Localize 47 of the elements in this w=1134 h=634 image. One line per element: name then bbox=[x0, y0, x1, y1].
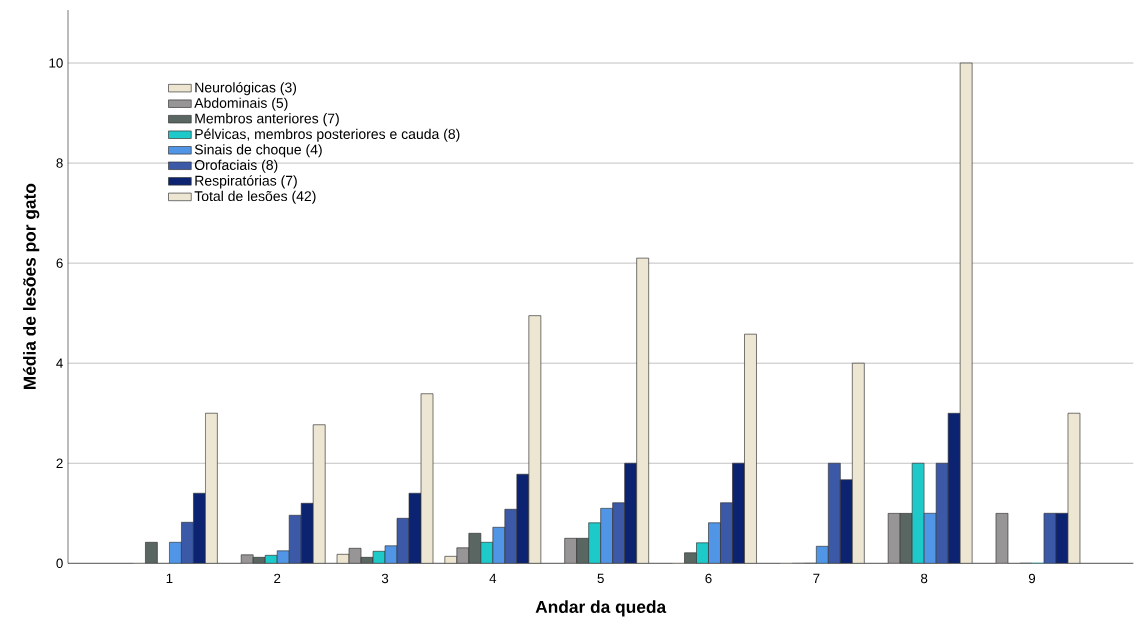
legend-label: Abdominais (5) bbox=[194, 97, 288, 111]
bar bbox=[935, 462, 949, 564]
legend-label: Membros anteriores (7) bbox=[195, 113, 339, 127]
bar bbox=[744, 333, 757, 564]
bar bbox=[636, 257, 650, 564]
bar bbox=[312, 424, 326, 564]
bar bbox=[288, 514, 302, 564]
x-tick-label: 9 bbox=[1028, 573, 1036, 584]
bar bbox=[145, 541, 158, 564]
bar bbox=[851, 362, 865, 564]
bar bbox=[193, 492, 206, 564]
y-tick-label: 10 bbox=[49, 58, 63, 68]
y-tick-label: 6 bbox=[56, 258, 63, 268]
x-tick-label: 7 bbox=[813, 573, 820, 583]
x-tick-label: 8 bbox=[921, 573, 928, 584]
y-tick-label: 2 bbox=[56, 458, 63, 468]
bar bbox=[612, 502, 626, 564]
x-tick-label: 1 bbox=[166, 573, 173, 583]
bar bbox=[732, 462, 745, 564]
bar bbox=[504, 508, 518, 564]
x-tick-label: 6 bbox=[705, 573, 712, 584]
x-tick-label: 3 bbox=[381, 573, 389, 584]
legend-label: Sinais de choque (4) bbox=[194, 144, 322, 158]
x-tick-label: 2 bbox=[274, 573, 281, 584]
bar bbox=[911, 462, 925, 564]
bar bbox=[588, 522, 602, 564]
bar bbox=[516, 473, 530, 564]
y-tick-label: 0 bbox=[56, 558, 63, 569]
bar bbox=[720, 502, 733, 564]
x-axis-title: Andar da queda bbox=[535, 600, 667, 617]
y-axis-title: Média de lesões por gato bbox=[22, 183, 40, 390]
bar bbox=[624, 462, 638, 564]
x-tick-label: 5 bbox=[597, 573, 604, 584]
legend-label: Respiratórias (7) bbox=[195, 175, 297, 189]
bar bbox=[827, 462, 841, 564]
bar bbox=[887, 512, 901, 564]
bar bbox=[300, 502, 314, 564]
bar bbox=[839, 479, 853, 564]
legend-label: Orofaciais (8) bbox=[194, 159, 278, 173]
y-tick-label: 8 bbox=[56, 158, 63, 168]
bar bbox=[205, 412, 218, 564]
x-tick-label: 4 bbox=[489, 573, 497, 583]
bar bbox=[528, 315, 542, 564]
legend-label: Neurológicas (3) bbox=[195, 81, 297, 96]
y-tick-label: 4 bbox=[56, 358, 63, 368]
legend-label: Pélvicas, membros posteriores e cauda (8) bbox=[195, 128, 460, 142]
legend-label: Total de lesões (42) bbox=[194, 190, 316, 204]
